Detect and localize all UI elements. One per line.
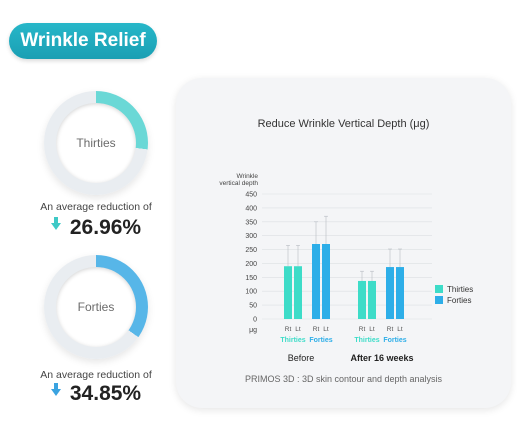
legend-label: Forties — [447, 296, 471, 305]
side-label: Lt — [397, 326, 403, 333]
period-label: Before — [288, 353, 315, 363]
thirties-donut: Thirties — [44, 91, 148, 195]
side-label: Rt — [313, 326, 320, 333]
bar — [386, 267, 394, 319]
thirties-donut-label: Thirties — [56, 103, 136, 183]
y-axis-label: Wrinkle — [236, 173, 258, 180]
thirties-reduction: 26.96% — [0, 216, 192, 240]
y-tick-label: 200 — [245, 261, 257, 268]
bar — [358, 280, 366, 319]
forties-donut-label: Forties — [56, 267, 136, 347]
bar — [294, 266, 302, 319]
group-label: Forties — [383, 337, 406, 344]
page-title: Wrinkle Relief — [9, 23, 157, 59]
down-arrow-icon — [50, 382, 61, 396]
y-tick-label: 250 — [245, 247, 257, 254]
down-arrow-icon — [50, 216, 61, 230]
bar — [368, 280, 376, 319]
legend-label: Thirties — [447, 285, 473, 294]
chart-caption: PRIMOS 3D : 3D skin contour and depth an… — [244, 374, 443, 384]
side-label: Rt — [387, 326, 394, 333]
y-tick-label: 400 — [245, 205, 257, 212]
bar — [396, 267, 404, 319]
y-tick-label: 100 — [245, 289, 257, 296]
legend-swatch — [435, 285, 443, 293]
y-tick-label: 300 — [245, 233, 257, 240]
thirties-reduction-label: An average reduction of — [40, 201, 152, 213]
forties-reduction: 34.85% — [0, 382, 192, 406]
period-label: After 16 weeks — [350, 353, 413, 363]
side-label: Lt — [369, 326, 375, 333]
forties-reduction-value: 34.85% — [69, 382, 142, 405]
chart-title: Reduce Wrinkle Vertical Depth (μg) — [257, 118, 430, 130]
forties-donut: Forties — [44, 255, 148, 359]
y-unit-label: μg — [249, 327, 257, 334]
y-tick-label: 450 — [245, 192, 257, 199]
y-axis-label: vertical depth — [219, 180, 258, 187]
y-tick-label: 350 — [245, 219, 257, 226]
group-label: Thirties — [280, 337, 305, 344]
side-label: Lt — [295, 326, 301, 333]
bar — [322, 244, 330, 319]
side-label: Rt — [359, 326, 366, 333]
y-tick-label: 150 — [245, 275, 257, 282]
side-label: Rt — [285, 326, 292, 333]
forties-reduction-label: An average reduction of — [40, 369, 152, 381]
side-label: Lt — [323, 326, 329, 333]
bar — [312, 244, 320, 319]
group-label: Thirties — [354, 337, 379, 344]
bar — [284, 266, 292, 319]
thirties-reduction-value: 26.96% — [69, 216, 142, 239]
chart-panel — [176, 78, 511, 408]
legend-swatch — [435, 296, 443, 304]
group-label: Forties — [309, 337, 332, 344]
y-tick-label: 0 — [253, 317, 257, 324]
y-tick-label: 50 — [249, 303, 257, 310]
